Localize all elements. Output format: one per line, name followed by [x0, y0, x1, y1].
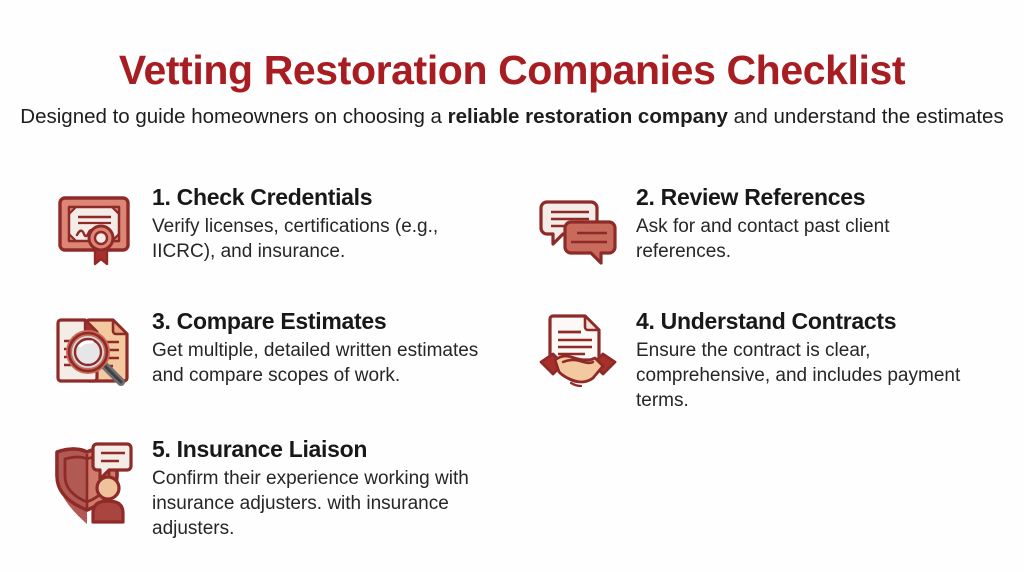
checklist-item-3-title: 3. Compare Estimates	[152, 308, 387, 334]
checklist-item-5-desc: Confirm their experience working with in…	[152, 468, 469, 540]
documents-magnifier-icon	[48, 308, 140, 400]
checklist-item-1: 1. Check Credentials Verify licenses, ce…	[48, 184, 518, 308]
page-subtitle: Designed to guide homeowners on choosing…	[0, 104, 1024, 130]
checklist-item-3-text: 3. Compare Estimates Get multiple, detai…	[152, 308, 504, 388]
checklist-item-1-text: 1. Check Credentials Verify licenses, ce…	[152, 184, 504, 264]
checklist-item-2-title: 2. Review References	[636, 184, 866, 210]
checklist-item-2: 2. Review References Ask for and contact…	[532, 184, 1002, 308]
subtitle-part-1: Designed to guide homeowners on choosing…	[20, 105, 448, 129]
checklist-grid: 1. Check Credentials Verify licenses, ce…	[0, 184, 1024, 546]
subtitle-emphasis: reliable restoration company	[447, 105, 728, 129]
checklist-item-5-title: 5. Insurance Liaison	[152, 436, 368, 462]
checklist-item-1-title: 1. Check Credentials	[152, 184, 373, 210]
certificate-icon	[48, 184, 140, 276]
checklist-item-2-text: 2. Review References Ask for and contact…	[636, 184, 988, 264]
checklist-item-4-text: 4. Understand Contracts Ensure the contr…	[636, 308, 988, 413]
checklist-item-4-title: 4. Understand Contracts	[636, 308, 897, 334]
checklist-item-5: 5. Insurance Liaison Confirm their exper…	[48, 436, 518, 546]
checklist-item-4: 4. Understand Contracts Ensure the contr…	[532, 308, 1002, 436]
shield-person-icon	[48, 436, 140, 528]
subtitle-part-2: and understand the estimates	[727, 105, 1004, 129]
header: Vetting Restoration Companies Checklist …	[0, 0, 1024, 131]
speech-bubbles-icon	[532, 184, 624, 276]
checklist-item-3-desc: Get multiple, detailed written estimates…	[152, 340, 479, 387]
contract-handshake-icon	[532, 308, 624, 400]
page-title: Vetting Restoration Companies Checklist	[118, 47, 906, 93]
checklist-item-4-desc: Ensure the contract is clear, comprehens…	[636, 340, 961, 412]
checklist-item-3: 3. Compare Estimates Get multiple, detai…	[48, 308, 518, 436]
checklist-item-5-text: 5. Insurance Liaison Confirm their exper…	[152, 436, 518, 541]
checklist-item-2-desc: Ask for and contact past client referenc…	[636, 216, 890, 263]
checklist-item-1-desc: Verify licenses, certifications (e.g., I…	[152, 216, 439, 263]
